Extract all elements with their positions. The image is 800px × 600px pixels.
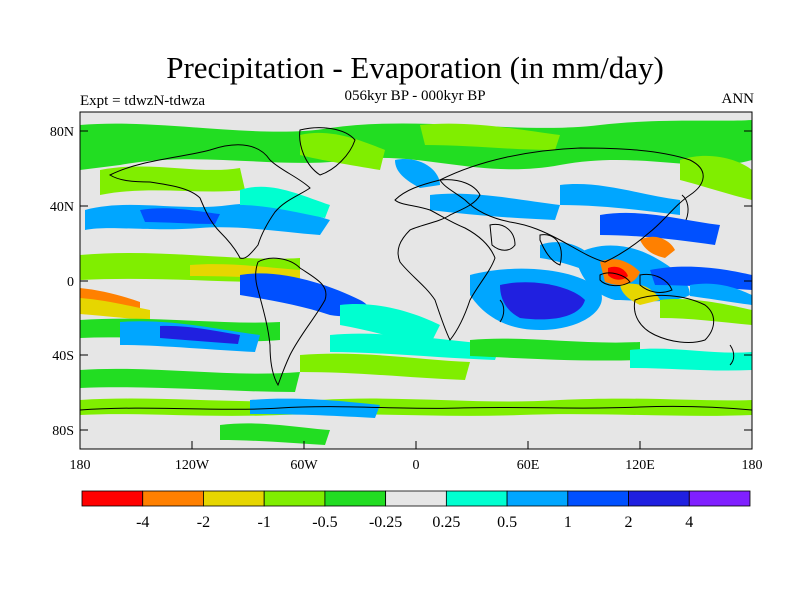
lon-label-180w: 180: [70, 458, 91, 473]
lon-ticks: [79, 441, 753, 449]
colorbar-swatch: [324, 490, 387, 507]
colorbar-label: 1: [564, 514, 572, 531]
colorbar-swatch: [567, 490, 629, 507]
colorbar-swatch: [445, 490, 508, 507]
colorbar: [81, 490, 751, 507]
colorbar-label: -1: [258, 514, 271, 531]
colorbar-label: 4: [685, 514, 693, 531]
season-label: ANN: [721, 91, 755, 107]
colorbar-labels: -4 -2 -1 -0.5 -0.25 0.25 0.5 1 2 4: [136, 514, 693, 531]
colorbar-swatch: [142, 490, 204, 507]
lon-label-60e: 60E: [517, 458, 540, 473]
lon-label-120w: 120W: [175, 458, 210, 473]
colorbar-label: -4: [136, 514, 149, 531]
lat-label-80s: 80S: [52, 424, 74, 439]
colorbar-swatch: [628, 490, 690, 507]
colorbar-label: -0.5: [312, 514, 337, 531]
colorbar-swatch: [203, 490, 265, 507]
coastlines: [80, 127, 752, 411]
colorbar-swatch: [385, 490, 447, 507]
lat-ticks: [80, 130, 752, 431]
lon-label-60w: 60W: [290, 458, 318, 473]
lon-label-0: 0: [413, 458, 420, 473]
experiment-label: Expt = tdwzN-tdwza: [80, 93, 206, 109]
colorbar-label: -2: [197, 514, 210, 531]
lat-label-40s: 40S: [52, 349, 74, 364]
map-title: Precipitation - Evaporation (in mm/day): [166, 50, 664, 85]
lat-label-0: 0: [67, 275, 74, 290]
lon-label-120e: 120E: [625, 458, 655, 473]
colorbar-swatch: [81, 490, 144, 507]
lon-label-180e: 180: [742, 458, 763, 473]
colorbar-label: 0.25: [432, 514, 460, 531]
colorbar-swatch: [263, 490, 326, 507]
colorbar-label: 2: [625, 514, 633, 531]
lat-label-40n: 40N: [50, 200, 74, 215]
field-overlay: [80, 120, 752, 445]
lat-label-80n: 80N: [50, 125, 74, 140]
colorbar-swatch: [506, 490, 569, 507]
colorbar-label: -0.25: [369, 514, 402, 531]
map-subtitle: 056kyr BP - 000kyr BP: [344, 88, 486, 104]
colorbar-label: 0.5: [497, 514, 517, 531]
colorbar-swatch: [688, 490, 751, 507]
